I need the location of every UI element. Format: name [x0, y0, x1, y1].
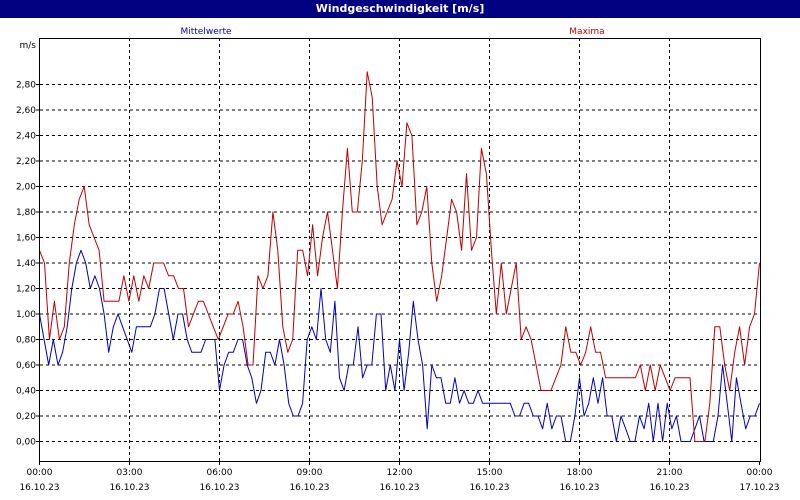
- x-tick-time-label: 00:00: [27, 468, 53, 478]
- x-tick-time-label: 06:00: [207, 468, 233, 478]
- x-tick-time-label: 21:00: [657, 468, 683, 478]
- y-axis: 0,00 0,20 0,40 0,60 0,80 1,00 1,20 1,40 1,60 1,80…: [16, 41, 40, 448]
- x-tick-date-label: 16.10.23: [289, 483, 329, 493]
- series-line-mittelwerte: [39, 249, 760, 442]
- legend-label-mittelwerte: Mittelwerte: [180, 27, 231, 37]
- x-tick-date-label: 16.10.23: [109, 483, 149, 493]
- series-lines: [39, 71, 760, 442]
- x-tick-time-label: 09:00: [297, 468, 323, 478]
- x-tick-time-label: 15:00: [477, 468, 503, 478]
- legend-label-maxima: Maxima: [569, 27, 604, 37]
- y-tick-label: 2,00: [16, 183, 36, 193]
- y-tick-label: 2,80: [16, 81, 36, 91]
- x-tick-time-label: 03:00: [117, 468, 143, 478]
- x-tick-date-label: 16.10.23: [199, 483, 239, 493]
- y-tick-label: 1,00: [16, 310, 36, 320]
- y-tick-label: 1,60: [16, 234, 36, 244]
- series-line-maxima: [39, 71, 760, 442]
- y-tick-label: 2,60: [16, 106, 36, 116]
- y-tick-label: 0,40: [16, 387, 36, 397]
- y-tick-label: 0,00: [16, 438, 36, 448]
- wind-speed-chart: 0,00 0,20 0,40 0,60 0,80 1,00 1,20 1,40 1,60 1,80…: [16, 27, 780, 493]
- y-tick-label: 1,80: [16, 208, 36, 218]
- x-tick-date-label: 16.10.23: [469, 483, 509, 493]
- x-axis: 00:00 16.10.23 03:00 16.10.23 06:00 16.10.23 0…: [19, 461, 780, 493]
- x-tick-time-label: 12:00: [387, 468, 413, 478]
- grid: [40, 38, 760, 461]
- x-tick-time-label: 00:00: [747, 468, 773, 478]
- window-title: Windgeschwindigkeit [m/s]: [0, 0, 800, 18]
- y-tick-label: 0,20: [16, 412, 36, 422]
- y-unit-label: m/s: [20, 41, 37, 51]
- y-tick-label: 0,60: [16, 361, 36, 371]
- legend: Mittelwerte Maxima: [180, 27, 604, 37]
- y-tick-label: 0,80: [16, 336, 36, 346]
- y-tick-label: 2,40: [16, 132, 36, 142]
- y-tick-label: 1,40: [16, 259, 36, 269]
- y-tick-label: 2,20: [16, 157, 36, 167]
- x-tick-date-label: 16.10.23: [379, 483, 419, 493]
- y-tick-label: 1,20: [16, 285, 36, 295]
- x-tick-date-label: 16.10.23: [559, 483, 599, 493]
- x-tick-date-label: 17.10.23: [739, 483, 779, 493]
- x-tick-date-label: 16.10.23: [19, 483, 59, 493]
- x-tick-date-label: 16.10.23: [649, 483, 689, 493]
- x-tick-time-label: 18:00: [567, 468, 593, 478]
